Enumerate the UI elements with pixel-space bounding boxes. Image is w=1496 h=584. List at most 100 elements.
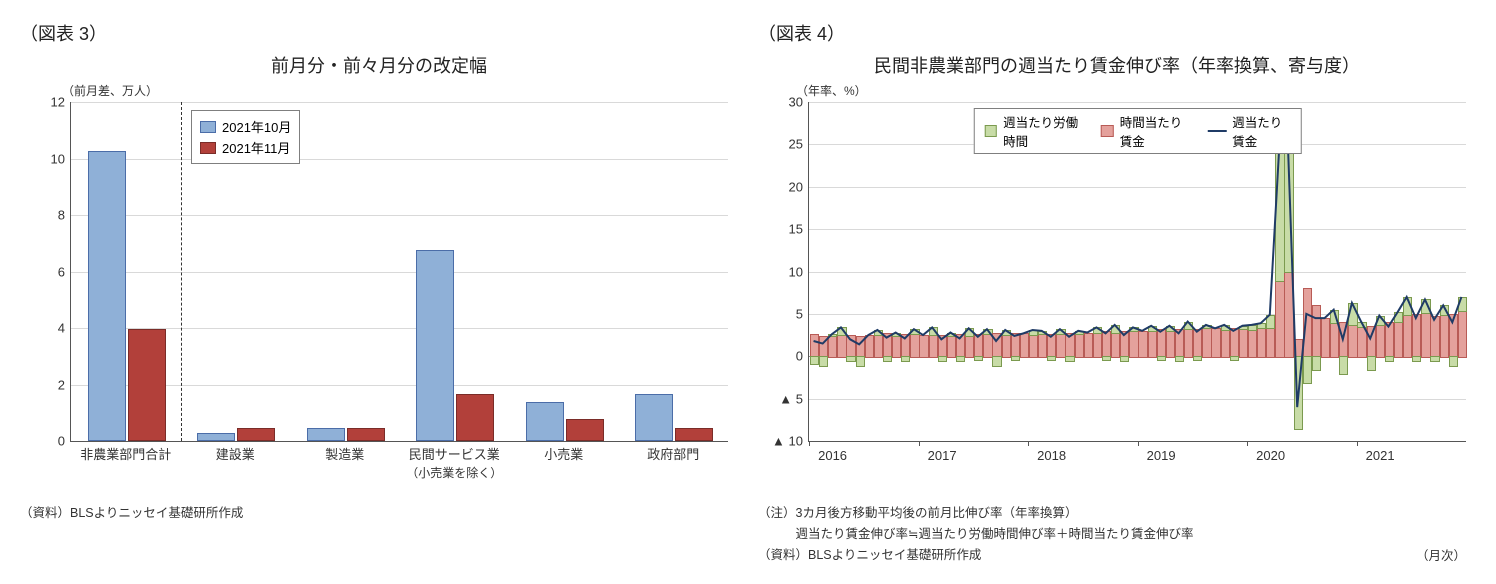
bar-segment [819, 336, 828, 358]
bar-segment [1266, 315, 1275, 330]
bar-segment [1385, 322, 1394, 358]
bar-segment [828, 334, 837, 337]
bar-segment [992, 356, 1001, 366]
bar-segment [1275, 153, 1284, 282]
bar-segment [901, 356, 910, 362]
bar-segment [1239, 326, 1248, 331]
ytick: 8 [31, 208, 65, 223]
bar-segment [1002, 334, 1011, 358]
bar-segment [1193, 329, 1202, 358]
bar-segment [1430, 316, 1439, 359]
bar-segment [1248, 325, 1257, 331]
figure4-chart: （年率、%） 週当たり労働時間時間当たり賃金週当たり賃金 ▲ 10▲ 50510… [758, 82, 1476, 502]
bar-segment [1284, 272, 1293, 359]
bar-segment [1376, 324, 1385, 358]
figure3-yaxis-label: （前月差、万人） [62, 82, 158, 99]
bar-segment [1348, 324, 1357, 358]
ytick: 4 [31, 321, 65, 336]
bar-segment [1129, 327, 1138, 332]
bar-segment [1449, 356, 1458, 366]
bar-segment [1056, 333, 1065, 358]
bar-segment [1284, 153, 1293, 274]
bar-segment [901, 334, 910, 358]
bar-segment [1011, 333, 1020, 358]
bar-segment [874, 334, 883, 358]
bar-segment [883, 356, 892, 362]
figure-3: （図表 3） 前月分・前々月分の改定幅 （前月差、万人） 2021年10月202… [20, 20, 738, 564]
bar [128, 329, 166, 441]
bar-segment [1047, 334, 1056, 358]
xtick-year: 2019 [1147, 448, 1176, 463]
bar [237, 428, 275, 441]
bar-segment [1239, 328, 1248, 358]
figure4-xlabel-right: （月次） [1416, 545, 1466, 564]
bar-segment [1230, 328, 1239, 358]
bar-segment [947, 335, 956, 358]
bar-segment [1084, 333, 1093, 359]
xtick: 政府部門 [647, 444, 699, 463]
bar-segment [1257, 323, 1266, 329]
bar-segment [1102, 331, 1111, 358]
xtick: 小売業 [544, 444, 583, 463]
bar-segment [1312, 305, 1321, 358]
bar-segment [1458, 297, 1467, 312]
bar-segment [1421, 312, 1430, 358]
legend-item: 時間当たり賃金 [1101, 112, 1188, 150]
bar-segment [956, 334, 965, 358]
bar-segment [1367, 356, 1376, 371]
bar-segment [1202, 325, 1211, 330]
ytick: 25 [769, 137, 803, 152]
bar-segment [1275, 280, 1284, 358]
bar-segment [1038, 331, 1047, 336]
bar-segment [1120, 356, 1129, 362]
bar-segment [846, 335, 855, 358]
bar-segment [1403, 314, 1412, 358]
bar [307, 428, 345, 441]
bar [88, 151, 126, 441]
bar-segment [1111, 325, 1120, 334]
bar-segment [1148, 326, 1157, 332]
bar-segment [1129, 330, 1138, 358]
bar-segment [1430, 356, 1439, 362]
bar-segment [1120, 331, 1129, 358]
bar [416, 250, 454, 441]
ytick: 12 [31, 95, 65, 110]
bar-segment [910, 333, 919, 358]
footer-note: （注）3カ月後方移動平均後の前月比伸び率（年率換算） [758, 504, 1476, 523]
bar-segment [1102, 356, 1111, 361]
figure3-label: （図表 3） [20, 20, 738, 46]
bar-segment [919, 335, 928, 358]
bar-segment [974, 334, 983, 358]
bar-segment [1403, 297, 1412, 316]
bar-segment [1266, 327, 1275, 358]
bar-segment [837, 334, 846, 358]
bar [197, 433, 235, 441]
bar-segment [1348, 303, 1357, 326]
bar-segment [1421, 299, 1430, 314]
figure4-label: （図表 4） [758, 20, 1476, 46]
bar-segment [1065, 356, 1074, 362]
bar-segment [828, 335, 837, 358]
figure3-chart: （前月差、万人） 2021年10月2021年11月 024681012非農業部門… [20, 82, 738, 502]
bar-segment [1193, 356, 1202, 361]
bar-segment [856, 336, 865, 358]
xtick-year: 2020 [1256, 448, 1285, 463]
bar-segment [929, 327, 938, 336]
xtick: 製造業 [325, 444, 364, 463]
figure3-source: （資料）BLSよりニッセイ基礎研所作成 [20, 504, 738, 523]
figure4-plot: 週当たり労働時間時間当たり賃金週当たり賃金 ▲ 10▲ 505101520253… [808, 102, 1466, 442]
bar-segment [1075, 333, 1084, 358]
bar-segment [1138, 331, 1147, 358]
ytick: 30 [769, 95, 803, 110]
bar-segment [1184, 328, 1193, 358]
bar-segment [910, 329, 919, 335]
legend-item: 2021年11月 [200, 138, 291, 157]
bar-segment [1011, 356, 1020, 361]
bar-segment [892, 333, 901, 338]
legend-item: 2021年10月 [200, 117, 291, 136]
bar-segment [819, 356, 828, 366]
bar-segment [1303, 356, 1312, 383]
bar-segment [956, 356, 965, 362]
bar-segment [1412, 314, 1421, 358]
bar-segment [1166, 330, 1175, 358]
